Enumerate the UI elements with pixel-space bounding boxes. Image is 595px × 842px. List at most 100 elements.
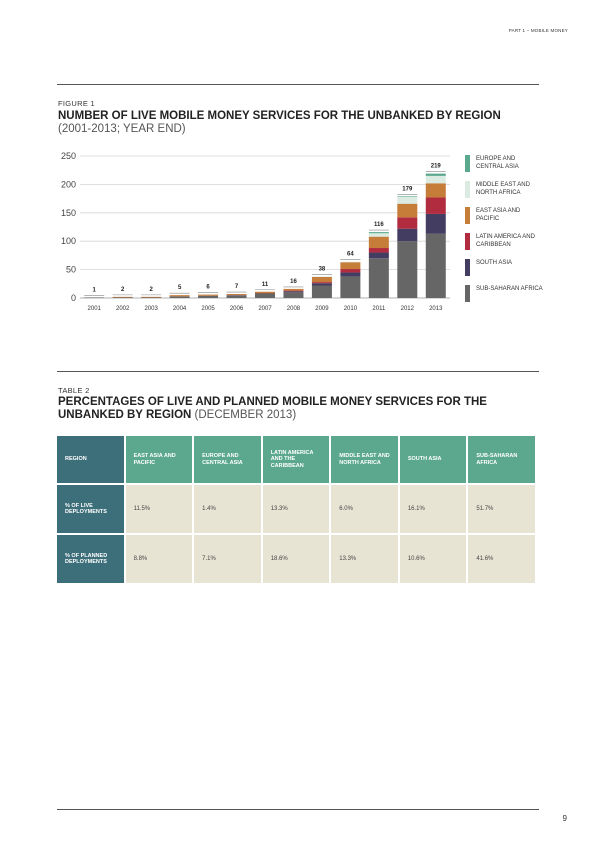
legend-label: EAST ASIA AND PACIFIC <box>476 208 521 222</box>
bar-segment <box>397 241 418 298</box>
bar-segment <box>311 282 332 284</box>
legend-label: EUROPE AND CENTRAL ASIA <box>476 156 519 170</box>
bar-segment <box>368 236 389 249</box>
bar-total-label: 38 <box>319 266 326 272</box>
bar-total-label: 219 <box>431 164 442 170</box>
y-tick-label: 50 <box>66 265 76 275</box>
bar-segment <box>226 295 247 296</box>
column-header: SOUTH ASIA <box>399 436 467 483</box>
legend-item: EUROPE AND CENTRAL ASIA <box>465 154 545 180</box>
table-header-row: REGION EAST ASIA AND PACIFIC EUROPE AND … <box>57 436 535 483</box>
column-header: MIDDLE EAST AND NORTH AFRICA <box>331 436 398 483</box>
table-cell: 10.6% <box>399 535 467 583</box>
x-tick-label: 2009 <box>315 306 329 312</box>
bar-segment <box>397 203 418 218</box>
x-tick-label: 2011 <box>372 306 386 312</box>
bar-segment <box>425 233 446 298</box>
bar-segment <box>397 217 418 229</box>
bar-segment <box>340 262 361 270</box>
top-divider <box>57 84 539 85</box>
bar-segment <box>112 296 133 298</box>
table-title: PERCENTAGES OF LIVE AND PLANNED MOBILE M… <box>58 396 528 422</box>
bar-segment <box>198 294 219 296</box>
bar-total-label: 1 <box>93 287 97 293</box>
bar-segment <box>340 261 361 263</box>
bar-total-label: 179 <box>402 186 413 192</box>
column-header: EUROPE AND CENTRAL ASIA <box>194 436 261 483</box>
bar-segment <box>169 296 190 298</box>
legend-swatch <box>465 181 470 198</box>
bar-segment <box>283 292 304 298</box>
row-header: % OF PLANNED DEPLOYMENTS <box>57 535 124 583</box>
bar-segment <box>112 297 133 299</box>
table-cell: 51.7% <box>468 485 535 533</box>
bar-segment <box>368 233 389 237</box>
section-header: PART 1 – MOBILE MONEY <box>508 28 568 33</box>
x-tick-label: 2007 <box>258 306 272 312</box>
x-tick-label: 2003 <box>144 306 158 312</box>
figure-title-sub: (2001-2013; YEAR END) <box>58 123 186 135</box>
bar-segment <box>255 291 275 294</box>
table-cell: 11.5% <box>125 485 193 533</box>
legend-swatch <box>465 259 470 276</box>
table-cell: 6.0% <box>331 485 398 533</box>
column-header: SUB-SAHARAN AFRICA <box>468 436 535 483</box>
bar-total-label: 64 <box>347 252 354 258</box>
figure-title-main: NUMBER OF LIVE MOBILE MONEY SERVICES FOR… <box>58 110 501 122</box>
bar-total-label: 5 <box>178 285 182 291</box>
x-tick-label: 2002 <box>116 306 130 312</box>
page-number: 9 <box>562 814 567 823</box>
bar-segment <box>255 293 275 295</box>
legend-label: SOUTH ASIA <box>476 260 513 266</box>
table-cell: 13.3% <box>262 485 330 533</box>
y-tick-label: 100 <box>61 236 76 246</box>
table-row: % OF PLANNED DEPLOYMENTS 8.8% 7.1% 18.6%… <box>57 535 535 583</box>
legend-swatch <box>465 207 470 224</box>
x-tick-label: 2010 <box>344 306 358 312</box>
bar-segment <box>141 297 162 299</box>
bar-total-label: 6 <box>206 285 210 291</box>
bar-segment <box>198 295 219 298</box>
stacked-bar-chart: 0 50 100 150 200 250 1 2001 2 2002 2 2003 5 2004 6 2005… <box>61 151 450 312</box>
bar-segment <box>368 232 389 234</box>
table-row: % OF LIVE DEPLOYMENTS 11.5% 1.4% 13.3% 6… <box>57 485 535 533</box>
bar-segment <box>368 248 389 253</box>
x-tick-label: 2001 <box>88 306 102 312</box>
y-tick-label: 150 <box>61 208 76 218</box>
bar-segment <box>311 285 332 298</box>
legend-label: SUB-SAHARAN AFRICA <box>476 286 543 292</box>
bar-segment <box>169 295 190 297</box>
chart-legend: EUROPE AND CENTRAL ASIA MIDDLE EAST AND N… <box>465 154 545 310</box>
bar-segment <box>425 173 446 176</box>
legend-swatch <box>465 155 470 172</box>
legend-item: SUB-SAHARAN AFRICA <box>465 284 545 310</box>
table-cell: 8.8% <box>125 535 193 583</box>
x-tick-label: 2005 <box>201 306 215 312</box>
y-tick-label: 250 <box>61 151 76 161</box>
legend-item: SOUTH ASIA <box>465 258 545 284</box>
bar-segment <box>397 228 418 242</box>
table-cell: 18.6% <box>262 535 330 583</box>
bar-total-label: 2 <box>149 287 153 293</box>
legend-swatch <box>465 285 470 302</box>
x-tick-label: 2006 <box>230 306 244 312</box>
y-tick-label: 200 <box>61 179 76 189</box>
bar-segment <box>226 295 247 298</box>
bar-total-label: 116 <box>374 222 384 228</box>
table-cell: 16.1% <box>399 485 467 533</box>
bar-segment <box>368 252 389 259</box>
bar-segment <box>397 196 418 204</box>
bar-segment <box>425 213 446 234</box>
x-tick-label: 2012 <box>401 306 415 312</box>
legend-item: MIDDLE EAST AND NORTH AFRICA <box>465 180 545 206</box>
figure-label: FIGURE 1 <box>58 99 95 108</box>
table-cell: 1.4% <box>194 485 261 533</box>
bar-segment <box>255 294 275 298</box>
x-tick-label: 2013 <box>429 306 443 312</box>
table-title-sub: (DECEMBER 2013) <box>194 409 297 421</box>
bar-segment <box>226 294 247 296</box>
x-tick-label: 2004 <box>173 306 187 312</box>
bar-segment <box>425 183 446 198</box>
legend-item: EAST ASIA AND PACIFIC <box>465 206 545 232</box>
column-header: LATIN AMERICA AND THE CARIBBEAN <box>262 436 330 483</box>
